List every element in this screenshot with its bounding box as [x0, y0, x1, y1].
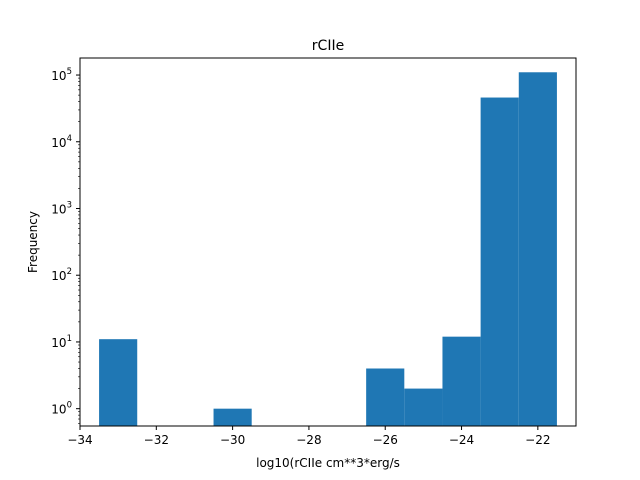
y-tick-label: 104 — [51, 134, 72, 150]
y-tick-label: 105 — [51, 67, 72, 83]
x-tick-label: −34 — [67, 433, 92, 447]
y-tick-label: 102 — [51, 267, 72, 283]
y-tick-exponent: 2 — [67, 267, 72, 277]
y-tick-base: 10 — [51, 69, 66, 83]
y-tick-label: 101 — [51, 334, 72, 350]
histogram-bar-6 — [518, 72, 557, 426]
x-axis-ticks: −34 −32 −30 −28 −26 −24 −22 — [67, 426, 551, 447]
y-tick-base: 10 — [51, 269, 66, 283]
y-tick-base: 10 — [51, 336, 66, 350]
histogram-bar-5 — [480, 97, 519, 426]
plot-frame — [79, 57, 577, 427]
x-tick-label: −22 — [525, 433, 550, 447]
histogram-bar-3 — [404, 388, 443, 426]
histogram-bar-2 — [366, 368, 405, 426]
y-tick-base: 10 — [51, 202, 66, 216]
bars-group — [99, 72, 557, 426]
x-tick-label: −24 — [449, 433, 474, 447]
histogram-bar-0 — [99, 339, 138, 426]
y-tick-exponent: 4 — [67, 134, 72, 144]
y-tick-exponent: 1 — [67, 334, 72, 344]
histogram-bar-1 — [213, 408, 252, 426]
y-axis-label: Frequency — [26, 211, 40, 273]
x-axis-label: log10(rCIIe cm**3*erg/s — [256, 456, 400, 470]
x-tick-label: −32 — [144, 433, 169, 447]
y-tick-base: 10 — [51, 403, 66, 417]
chart-title: rCIIe — [312, 38, 344, 54]
y-tick-label: 103 — [51, 200, 72, 216]
y-tick-exponent: 3 — [67, 200, 72, 210]
x-tick-label: −30 — [220, 433, 245, 447]
y-tick-label: 100 — [51, 401, 72, 417]
y-tick-exponent: 5 — [67, 67, 72, 77]
x-tick-label: −26 — [373, 433, 398, 447]
y-tick-exponent: 0 — [67, 401, 72, 411]
y-tick-base: 10 — [51, 136, 66, 150]
x-tick-label: −28 — [296, 433, 321, 447]
histogram-bar-4 — [442, 336, 481, 426]
